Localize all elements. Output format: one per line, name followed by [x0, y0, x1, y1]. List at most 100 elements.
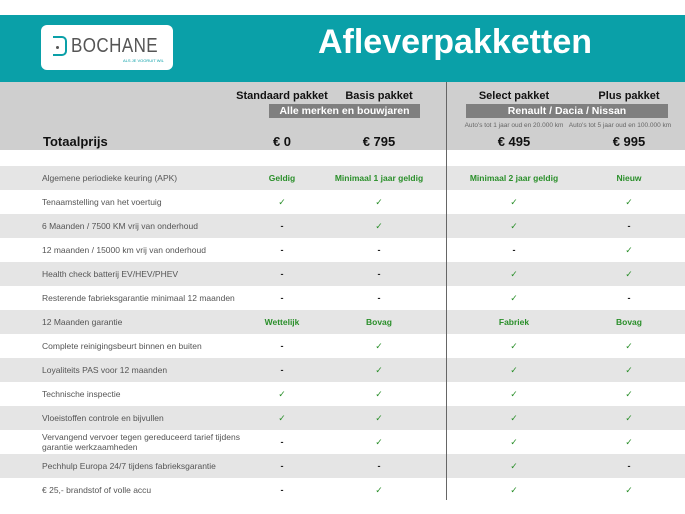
dash-cell: -	[377, 461, 381, 471]
table-row: Complete reinigingsbeurt binnen en buite…	[0, 334, 685, 358]
feature-label: Technische inspectie	[42, 389, 121, 399]
check-icon: ✓	[625, 268, 633, 279]
check-icon: ✓	[510, 220, 518, 231]
column-divider	[446, 82, 447, 500]
table-row: Loyaliteits PAS voor 12 maanden - ✓ ✓ ✓	[0, 358, 685, 382]
bochane-logo: BOCHANE ALS JE VOORUIT WIL	[41, 25, 173, 70]
value-cell: Wettelijk	[264, 317, 300, 327]
feature-label: Vloeistoffen controle en bijvullen	[42, 413, 164, 423]
feature-label: Complete reinigingsbeurt binnen en buite…	[42, 341, 202, 351]
feature-label: 12 Maanden garantie	[42, 317, 123, 327]
feature-label: 12 maanden / 15000 km vrij van onderhoud	[42, 245, 206, 255]
feature-label: Resterende fabrieksgarantie minimaal 12 …	[42, 293, 235, 303]
logo-mark-icon	[53, 36, 67, 56]
check-icon: ✓	[510, 388, 518, 399]
dash-cell: -	[280, 365, 284, 375]
dash-cell: -	[280, 485, 284, 495]
dash-cell: -	[280, 245, 284, 255]
header-banner: BOCHANE ALS JE VOORUIT WIL Afleverpakket…	[0, 15, 685, 82]
dash-cell: -	[512, 245, 516, 255]
check-icon: ✓	[510, 460, 518, 471]
check-icon: ✓	[278, 412, 286, 423]
dash-cell: -	[377, 269, 381, 279]
table-row: 12 maanden / 15000 km vrij van onderhoud…	[0, 238, 685, 262]
check-icon: ✓	[510, 292, 518, 303]
table-row: Vervangend vervoer tegen gereduceerd tar…	[0, 430, 685, 454]
dash-cell: -	[280, 293, 284, 303]
page-title: Afleverpakketten	[317, 23, 592, 61]
total-price-label: Totaalprijs	[43, 134, 108, 149]
logo-dot-icon	[56, 46, 59, 49]
dash-cell: -	[377, 245, 381, 255]
check-icon: ✓	[375, 364, 383, 375]
check-icon: ✓	[278, 196, 286, 207]
dash-cell: -	[627, 461, 631, 471]
table-row: Algemene periodieke keuring (APK) Geldig M…	[0, 166, 685, 190]
check-icon: ✓	[625, 364, 633, 375]
package-name: Standaard pakket	[236, 90, 328, 102]
check-icon: ✓	[510, 268, 518, 279]
table-row: € 25,- brandstof of volle accu - ✓ ✓ ✓	[0, 478, 685, 502]
dash-cell: -	[627, 293, 631, 303]
table-row: Vloeistoffen controle en bijvullen ✓ ✓ ✓ ✓	[0, 406, 685, 430]
package-price: € 495	[497, 134, 531, 149]
check-icon: ✓	[625, 484, 633, 495]
table-row: Resterende fabrieksgarantie minimaal 12 …	[0, 286, 685, 310]
package-header: Standaard pakket Basis pakket Select pak…	[0, 82, 685, 150]
package-price: € 0	[272, 134, 292, 149]
check-icon: ✓	[625, 388, 633, 399]
check-icon: ✓	[625, 196, 633, 207]
check-icon: ✓	[278, 388, 286, 399]
feature-label: Loyaliteits PAS voor 12 maanden	[42, 365, 168, 375]
check-icon: ✓	[375, 388, 383, 399]
logo-tagline: ALS JE VOORUIT WIL	[123, 58, 164, 63]
check-icon: ✓	[375, 484, 383, 495]
table-row: Technische inspectie ✓ ✓ ✓ ✓	[0, 382, 685, 406]
logo-text: BOCHANE	[71, 35, 159, 57]
package-note: Auto's tot 1 jaar oud en 20.000 km	[464, 122, 564, 129]
value-cell: Bovag	[616, 317, 642, 327]
dash-cell: -	[377, 293, 381, 303]
feature-label: Pechhulp Europa 24/7 tijdens fabrieksgar…	[42, 461, 216, 471]
check-icon: ✓	[375, 220, 383, 231]
dash-cell: -	[280, 437, 284, 447]
group-label-renault: Renault / Dacia / Nissan	[466, 104, 668, 118]
package-name: Select pakket	[478, 90, 550, 102]
package-name: Plus pakket	[598, 90, 660, 102]
dash-cell: -	[280, 269, 284, 279]
group-label-all-brands: Alle merken en bouwjaren	[269, 104, 420, 118]
table-row: 6 Maanden / 7500 KM vrij van onderhoud - ✓…	[0, 214, 685, 238]
check-icon: ✓	[625, 340, 633, 351]
value-cell: Minimaal 2 jaar geldig	[469, 173, 559, 183]
dash-cell: -	[280, 461, 284, 471]
check-icon: ✓	[625, 436, 633, 447]
check-icon: ✓	[375, 436, 383, 447]
feature-label: Algemene periodieke keuring (APK)	[42, 173, 178, 183]
value-cell: Bovag	[366, 317, 392, 327]
feature-label: Vervangend vervoer tegen gereduceerd tar…	[42, 432, 240, 452]
feature-label: Tenaamstelling van het voertuig	[42, 197, 162, 207]
package-price: € 795	[362, 134, 396, 149]
package-note: Auto's tot 5 jaar oud en 100.000 km	[568, 122, 672, 129]
table-row: Pechhulp Europa 24/7 tijdens fabrieksgar…	[0, 454, 685, 478]
value-cell: Nieuw	[616, 173, 642, 183]
check-icon: ✓	[510, 364, 518, 375]
package-price: € 995	[612, 134, 646, 149]
check-icon: ✓	[510, 196, 518, 207]
check-icon: ✓	[625, 412, 633, 423]
check-icon: ✓	[510, 484, 518, 495]
check-icon: ✓	[625, 244, 633, 255]
value-cell: Geldig	[268, 173, 296, 183]
check-icon: ✓	[375, 196, 383, 207]
dash-cell: -	[280, 221, 284, 231]
feature-label: Health check batterij EV/HEV/PHEV	[42, 269, 179, 279]
check-icon: ✓	[375, 412, 383, 423]
comparison-table: Algemene periodieke keuring (APK) Geldig M…	[0, 166, 685, 502]
check-icon: ✓	[375, 340, 383, 351]
table-row: 12 Maanden garantie Wettelijk Bovag Fabriek…	[0, 310, 685, 334]
value-cell: Fabriek	[498, 317, 530, 327]
value-cell: Minimaal 1 jaar geldig	[334, 173, 424, 183]
dash-cell: -	[280, 341, 284, 351]
package-name: Basis pakket	[345, 90, 413, 102]
check-icon: ✓	[510, 412, 518, 423]
